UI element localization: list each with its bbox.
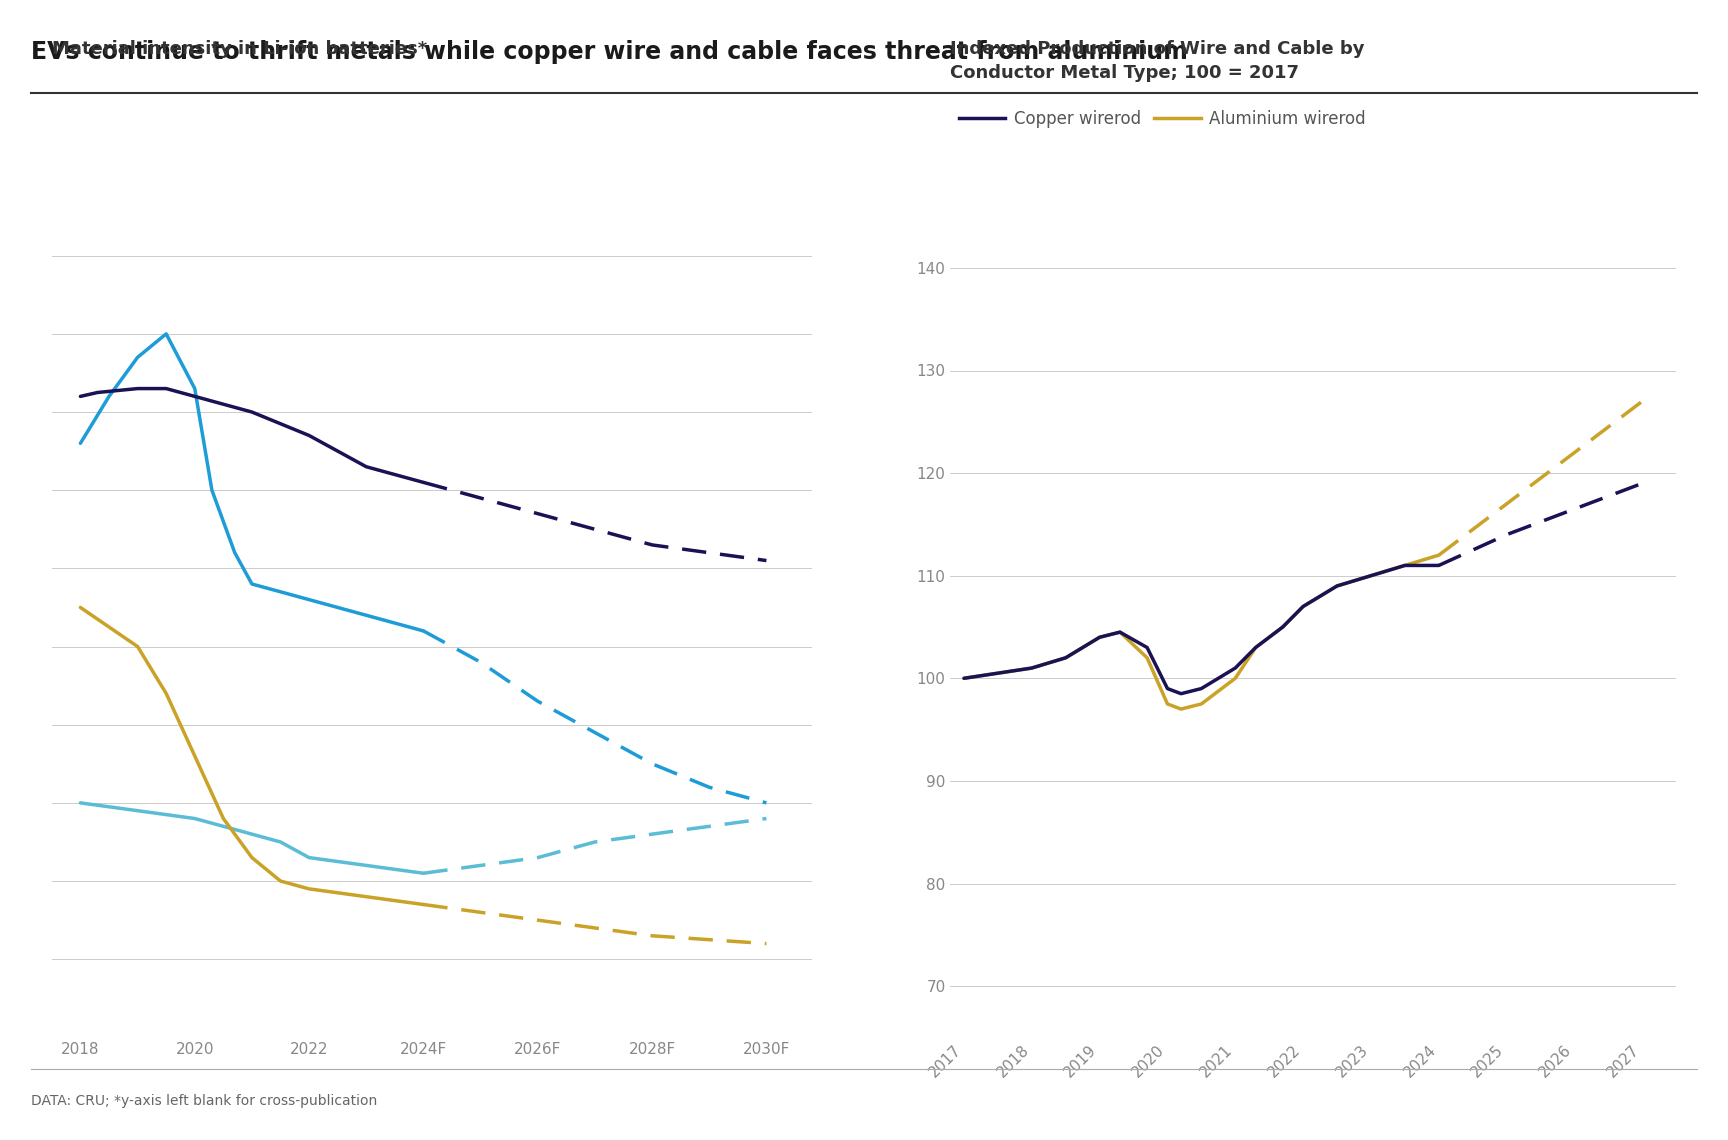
Legend: Copper wirerod, Aluminium wirerod: Copper wirerod, Aluminium wirerod <box>959 111 1365 128</box>
Text: DATA: CRU; *y-axis left blank for cross-publication: DATA: CRU; *y-axis left blank for cross-… <box>31 1094 377 1108</box>
Text: EVs continue to thrift metals while copper wire and cable faces threat from alum: EVs continue to thrift metals while copp… <box>31 40 1187 64</box>
Text: Indexed Production of Wire and Cable by
Conductor Metal Type; 100 = 2017: Indexed Production of Wire and Cable by … <box>950 40 1365 81</box>
Text: Material intensity in Li-ion batteries*: Material intensity in Li-ion batteries* <box>52 40 427 58</box>
